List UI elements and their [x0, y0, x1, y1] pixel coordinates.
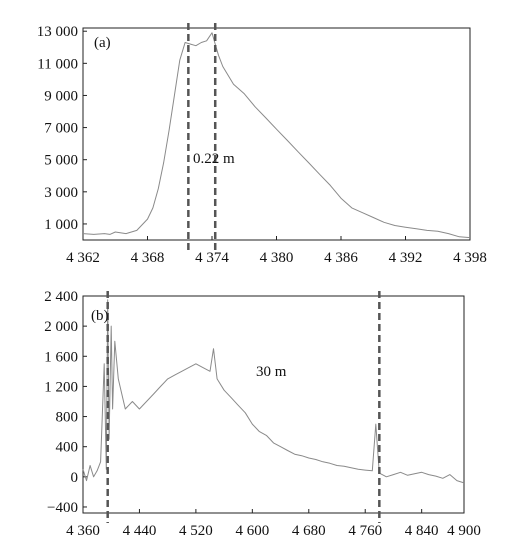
x-tick-label: 4 680 [292, 523, 326, 539]
y-tick-label: 800 [56, 410, 79, 426]
y-tick-label: 11 000 [37, 56, 78, 72]
y-tick-label: −400 [47, 500, 78, 516]
y-tick-label: 1 000 [44, 217, 78, 233]
series-line [82, 32, 471, 239]
y-tick-label: 5 000 [44, 153, 78, 169]
annotation-label: 30 m [256, 364, 287, 380]
series-line [82, 299, 465, 484]
x-tick-label: 4 360 [66, 523, 100, 539]
y-tick-label: 400 [56, 440, 79, 456]
x-tick-label: 4 900 [447, 523, 481, 539]
x-tick-label: 4 386 [324, 250, 358, 266]
x-tick-label: 4 380 [260, 250, 294, 266]
x-tick-label: 4 760 [348, 523, 382, 539]
x-tick-label: 4 392 [389, 250, 423, 266]
y-tick-label: 7 000 [44, 121, 78, 137]
x-tick-label: 4 374 [195, 250, 229, 266]
annotation-label: 0.22 m [193, 151, 235, 167]
y-tick-label: 1 200 [44, 379, 78, 395]
x-tick-label: 4 440 [123, 523, 157, 539]
y-tick-label: 2 000 [44, 319, 78, 335]
y-tick-label: 9 000 [44, 88, 78, 104]
y-tick-label: 0 [71, 470, 79, 486]
panel-label: (b) [91, 308, 109, 324]
y-tick-label: 3 000 [44, 185, 78, 201]
plot-frame [82, 295, 465, 514]
x-tick-label: 4 362 [66, 250, 100, 266]
panel-a: 1 000 3 000 5 000 7 000 9 000 11 000 13 000 4 3… [37, 23, 487, 266]
x-tick-label: 4 840 [405, 523, 439, 539]
x-tick-label: 4 368 [131, 250, 165, 266]
y-tick-label: 1 600 [44, 349, 78, 365]
x-tick-label: 4 398 [453, 250, 487, 266]
x-tick-label: 4 600 [235, 523, 269, 539]
x-tick-label: 4 520 [179, 523, 213, 539]
panel-b: −400 0 400 800 1 200 1 600 2 000 2 400 4 360 4 44… [44, 289, 481, 539]
plot-frame [82, 27, 471, 241]
y-tick-label: 13 000 [37, 24, 78, 40]
y-tick-label: 2 400 [44, 289, 78, 305]
panel-label: (a) [94, 35, 111, 51]
